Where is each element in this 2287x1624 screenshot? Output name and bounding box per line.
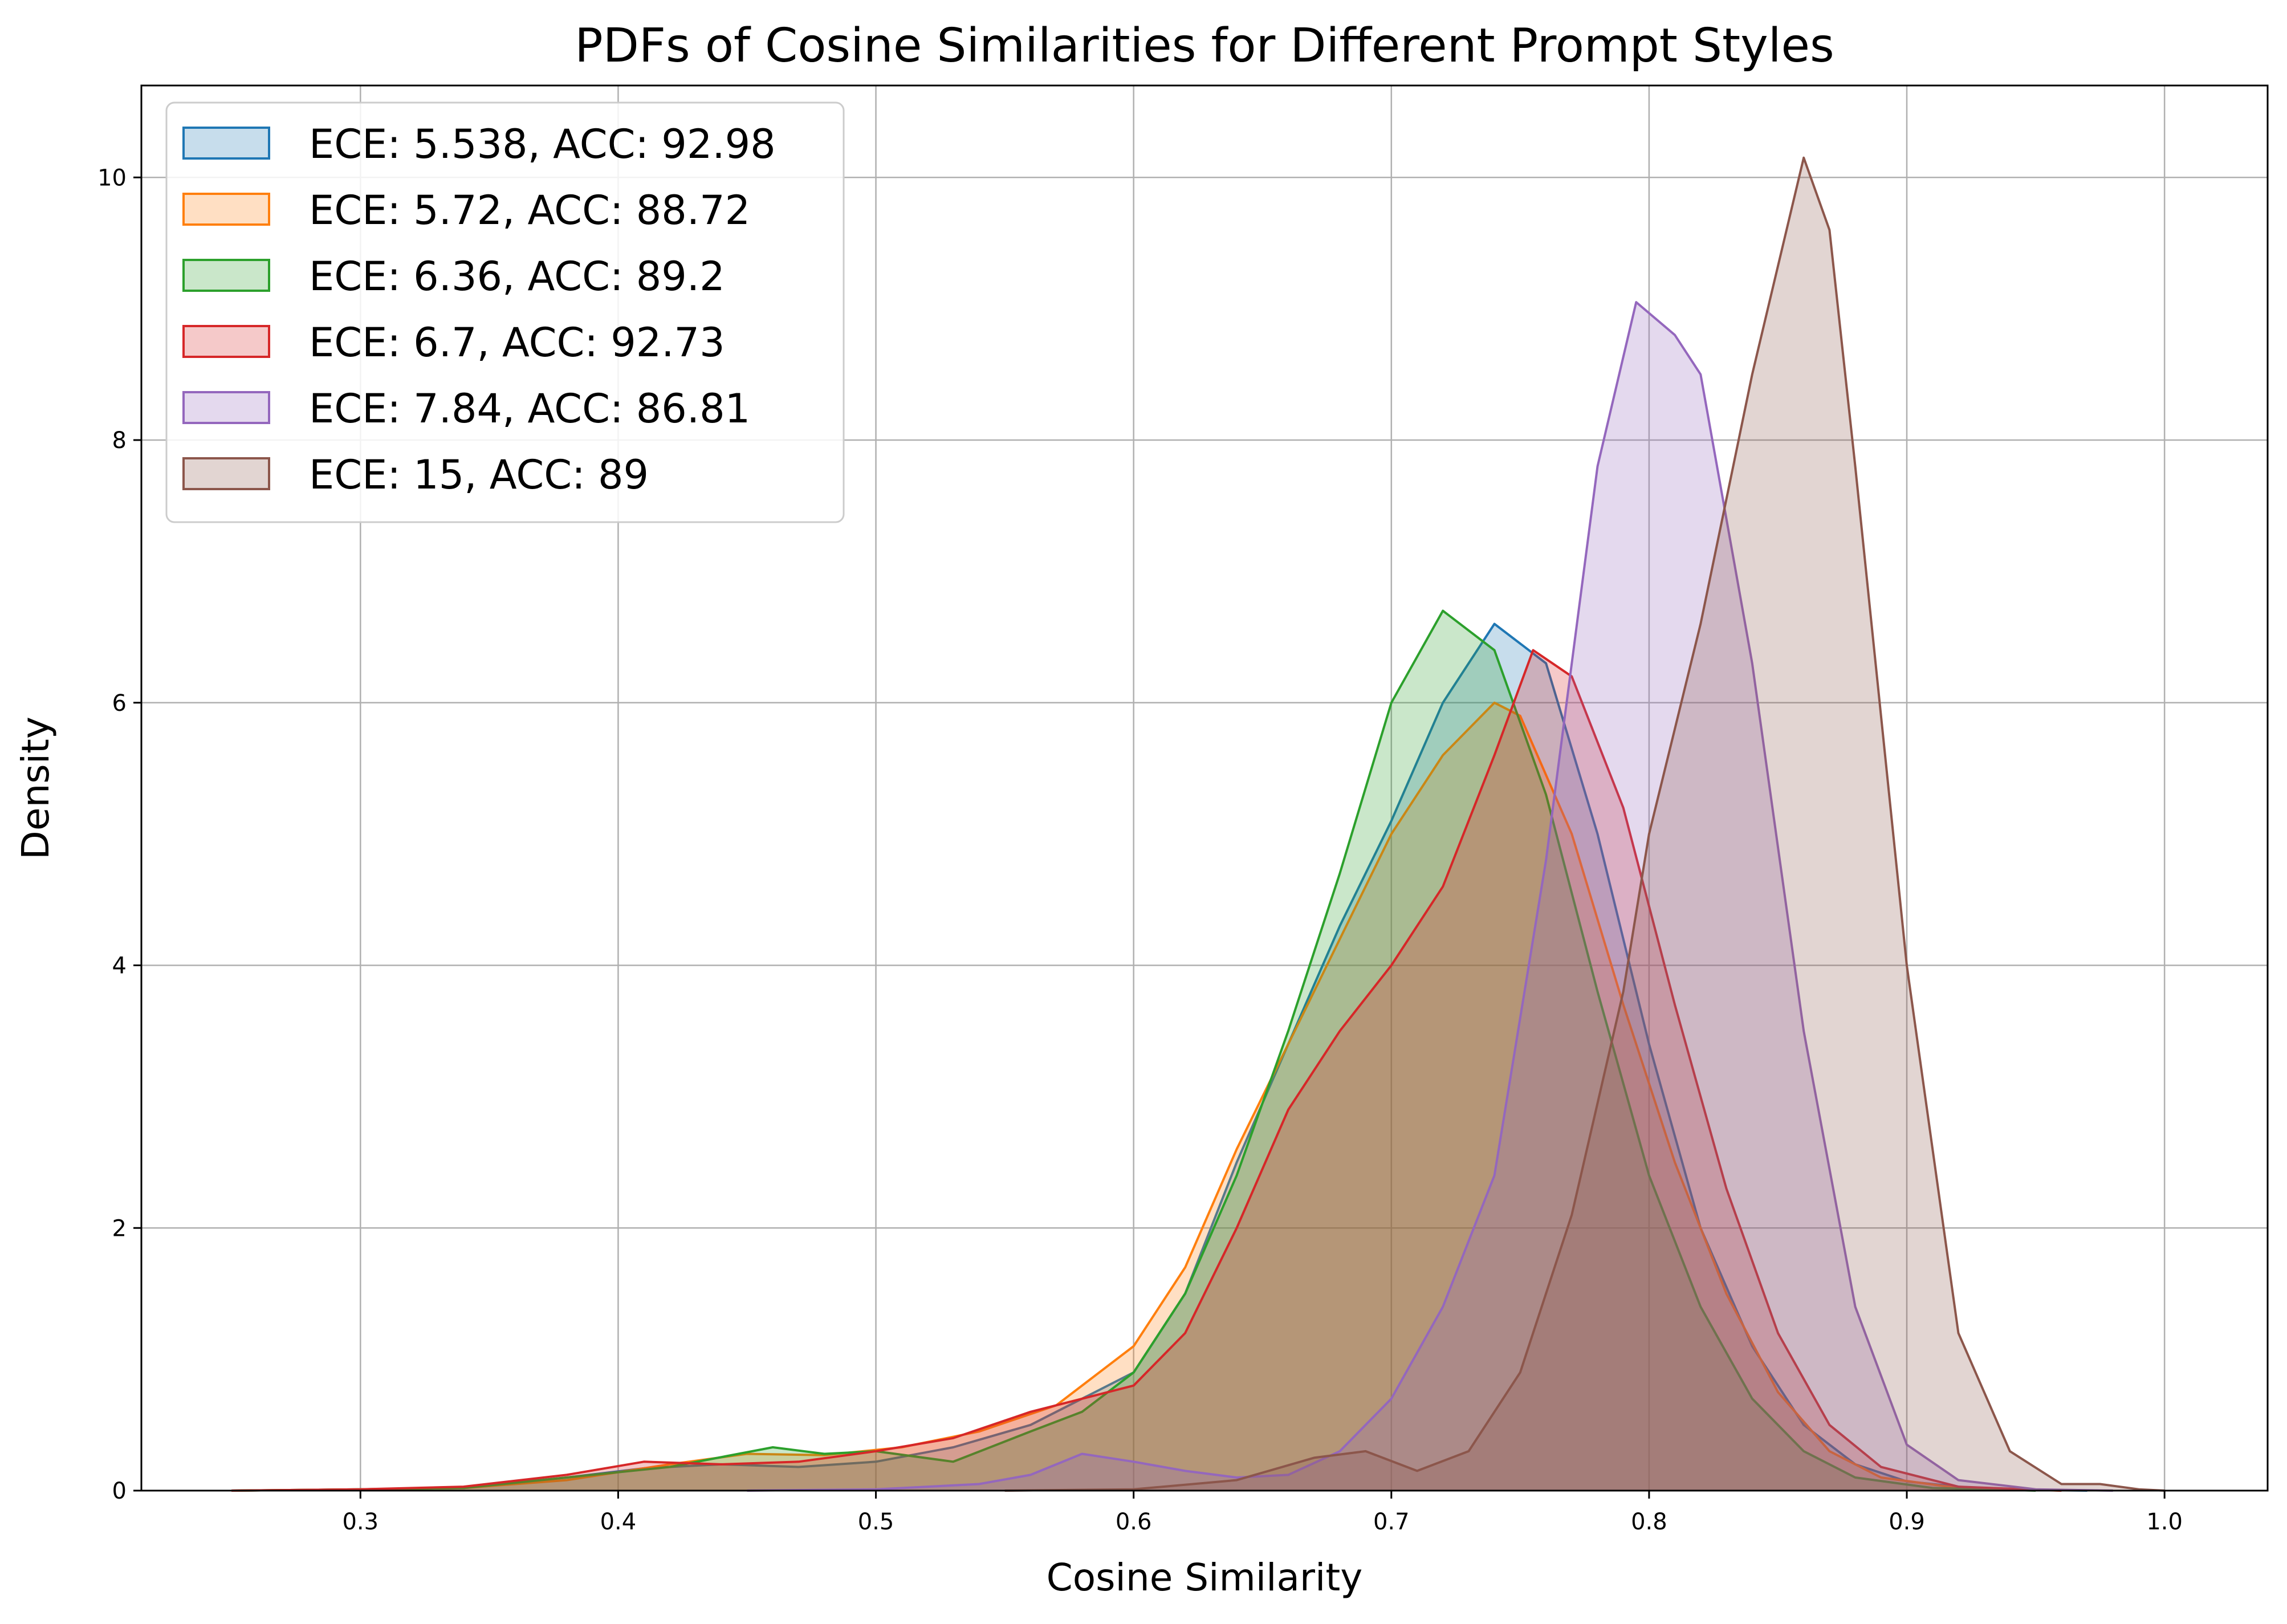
y-tick-label-1: 2: [112, 1215, 127, 1242]
y-tick-label-0: 0: [112, 1478, 127, 1504]
y-tick-label-3: 6: [112, 690, 127, 717]
x-tick-label-6: 0.9: [1889, 1509, 1925, 1535]
legend-swatch-2-fill: [184, 260, 269, 291]
series-3-area: [231, 650, 2062, 1491]
ticks-layer: 0.3 0.4 0.5 0.6 0.7 0.8 0.9 1.0 0 2 4 6 8 10: [97, 165, 2183, 1535]
series-4-area: [747, 302, 2113, 1491]
x-tick-label-2: 0.5: [858, 1509, 894, 1535]
series-0-area: [231, 624, 2087, 1491]
series-2-area: [231, 610, 2036, 1491]
legend-label-5: ECE: 15, ACC: 89: [309, 451, 649, 498]
x-tick-label-7: 1.0: [2146, 1509, 2183, 1535]
legend-label-2: ECE: 6.36, ACC: 89.2: [309, 253, 725, 300]
y-tick-label-4: 8: [112, 428, 127, 454]
x-axis-title: Cosine Similarity: [1047, 1556, 1363, 1599]
legend-entry-2: ECE: 6.36, ACC: 89.2: [182, 253, 725, 300]
x-tick-label-5: 0.8: [1631, 1509, 1667, 1535]
legend-swatch-5-fill: [184, 458, 269, 489]
series-1-area: [231, 702, 2062, 1491]
legend-entry-5: ECE: 15, ACC: 89: [182, 451, 649, 498]
chart-title: PDFs of Cosine Similarities for Differen…: [575, 19, 1834, 73]
legend-swatch-3: [182, 325, 270, 358]
x-tick-label-1: 0.4: [600, 1509, 637, 1535]
legend-swatch-0-fill: [184, 128, 269, 158]
series-3-line: [231, 649, 2062, 1492]
legend-swatch-1: [182, 193, 270, 226]
grid-layer: [141, 86, 2268, 1492]
series-5-area: [1004, 157, 2165, 1491]
series-2-line: [231, 609, 2036, 1492]
x-tick-label-3: 0.6: [1116, 1509, 1152, 1535]
series-0-line: [231, 622, 2087, 1492]
legend-label-1: ECE: 5.72, ACC: 88.72: [309, 187, 750, 234]
legend-entry-0: ECE: 5.538, ACC: 92.98: [182, 121, 776, 168]
legend-swatch-3-fill: [184, 326, 269, 357]
legend-swatch-2: [182, 259, 270, 292]
legend-entry-1: ECE: 5.72, ACC: 88.72: [182, 187, 750, 234]
legend-swatch-5: [182, 457, 270, 490]
y-tick-label-2: 4: [112, 953, 127, 979]
legend: ECE: 5.538, ACC: 92.98 ECE: 5.72, ACC: 88…: [165, 101, 845, 523]
legend-label-4: ECE: 7.84, ACC: 86.81: [309, 385, 750, 432]
series-5-line: [1004, 156, 2165, 1492]
series-4-line: [747, 301, 2113, 1492]
series-layer: [231, 156, 2165, 1492]
y-axis-title: Density: [14, 717, 58, 860]
legend-swatch-1-fill: [184, 194, 269, 225]
x-tick-label-4: 0.7: [1373, 1509, 1410, 1535]
legend-entry-3: ECE: 6.7, ACC: 92.73: [182, 319, 725, 366]
legend-label-3: ECE: 6.7, ACC: 92.73: [309, 319, 725, 366]
y-tick-label-5: 10: [97, 165, 127, 191]
legend-swatch-4: [182, 391, 270, 424]
plot-frame: [140, 84, 2269, 1492]
legend-box: [165, 101, 845, 523]
legend-swatch-4-fill: [184, 392, 269, 423]
legend-swatch-0: [182, 127, 270, 160]
x-tick-label-0: 0.3: [342, 1509, 379, 1535]
legend-label-0: ECE: 5.538, ACC: 92.98: [309, 121, 776, 168]
legend-entry-4: ECE: 7.84, ACC: 86.81: [182, 385, 750, 432]
